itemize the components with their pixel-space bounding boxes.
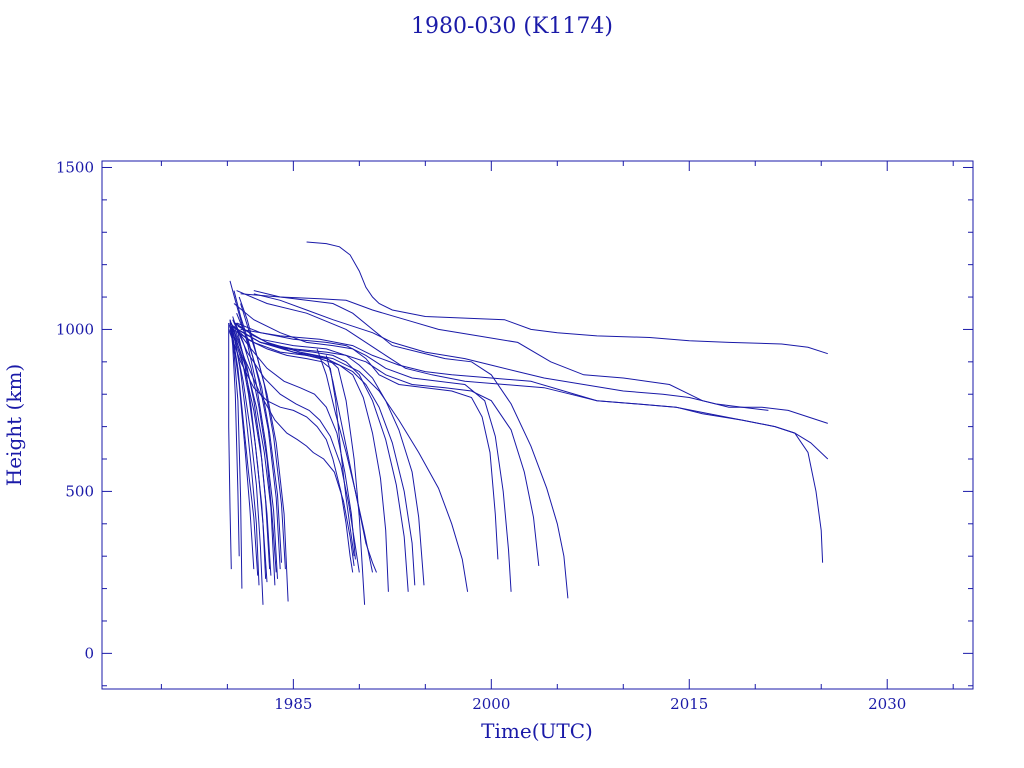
- series-line-21: [232, 319, 360, 573]
- x-tick-label: 2030: [868, 695, 906, 713]
- series-line-8: [230, 329, 272, 576]
- series-line-37: [240, 328, 829, 460]
- series-line-39: [306, 241, 828, 355]
- x-tick-label: 2000: [472, 695, 510, 713]
- chart-title: 1980-030 (K1174): [411, 14, 613, 39]
- series-line-31: [237, 325, 469, 592]
- series-line-40: [253, 293, 769, 411]
- series-line-18: [230, 326, 243, 589]
- series-line-15: [240, 303, 289, 602]
- series-line-36: [236, 290, 824, 563]
- series-line-38: [240, 293, 828, 424]
- x-tick-label: 2015: [670, 695, 708, 713]
- series-group: [228, 241, 829, 605]
- series-line-30: [233, 322, 425, 586]
- series-line-22: [233, 325, 356, 560]
- series-line-19: [228, 329, 354, 573]
- series-line-13: [233, 290, 281, 570]
- x-tick-label: 1985: [274, 695, 312, 713]
- axis-ticks: [102, 161, 973, 689]
- y-tick-label: 0: [84, 644, 94, 662]
- series-line-27: [232, 328, 389, 592]
- y-tick-label: 1500: [56, 158, 94, 176]
- plot-frame: [101, 160, 974, 690]
- series-line-6: [229, 319, 268, 583]
- series-line-20: [230, 322, 355, 566]
- series-line-29: [231, 325, 416, 586]
- series-line-32: [233, 303, 499, 560]
- series-line-28: [237, 328, 409, 592]
- series-line-10: [232, 332, 276, 586]
- x-axis-title: Time(UTC): [481, 719, 593, 743]
- series-line-23: [229, 322, 355, 557]
- y-tick-label: 500: [65, 482, 94, 500]
- series-line-35: [253, 290, 569, 599]
- series-line-33: [236, 322, 512, 592]
- series-line-16: [228, 323, 232, 570]
- y-tick-label: 1000: [56, 320, 94, 338]
- axis-tick-labels: 1985 2000 2015 2030 0 500 1000 1500: [56, 158, 907, 713]
- series-line-26: [316, 348, 373, 573]
- series-line-4: [230, 322, 264, 605]
- series-line-34: [237, 328, 540, 566]
- y-axis-title: Height (km): [2, 364, 26, 486]
